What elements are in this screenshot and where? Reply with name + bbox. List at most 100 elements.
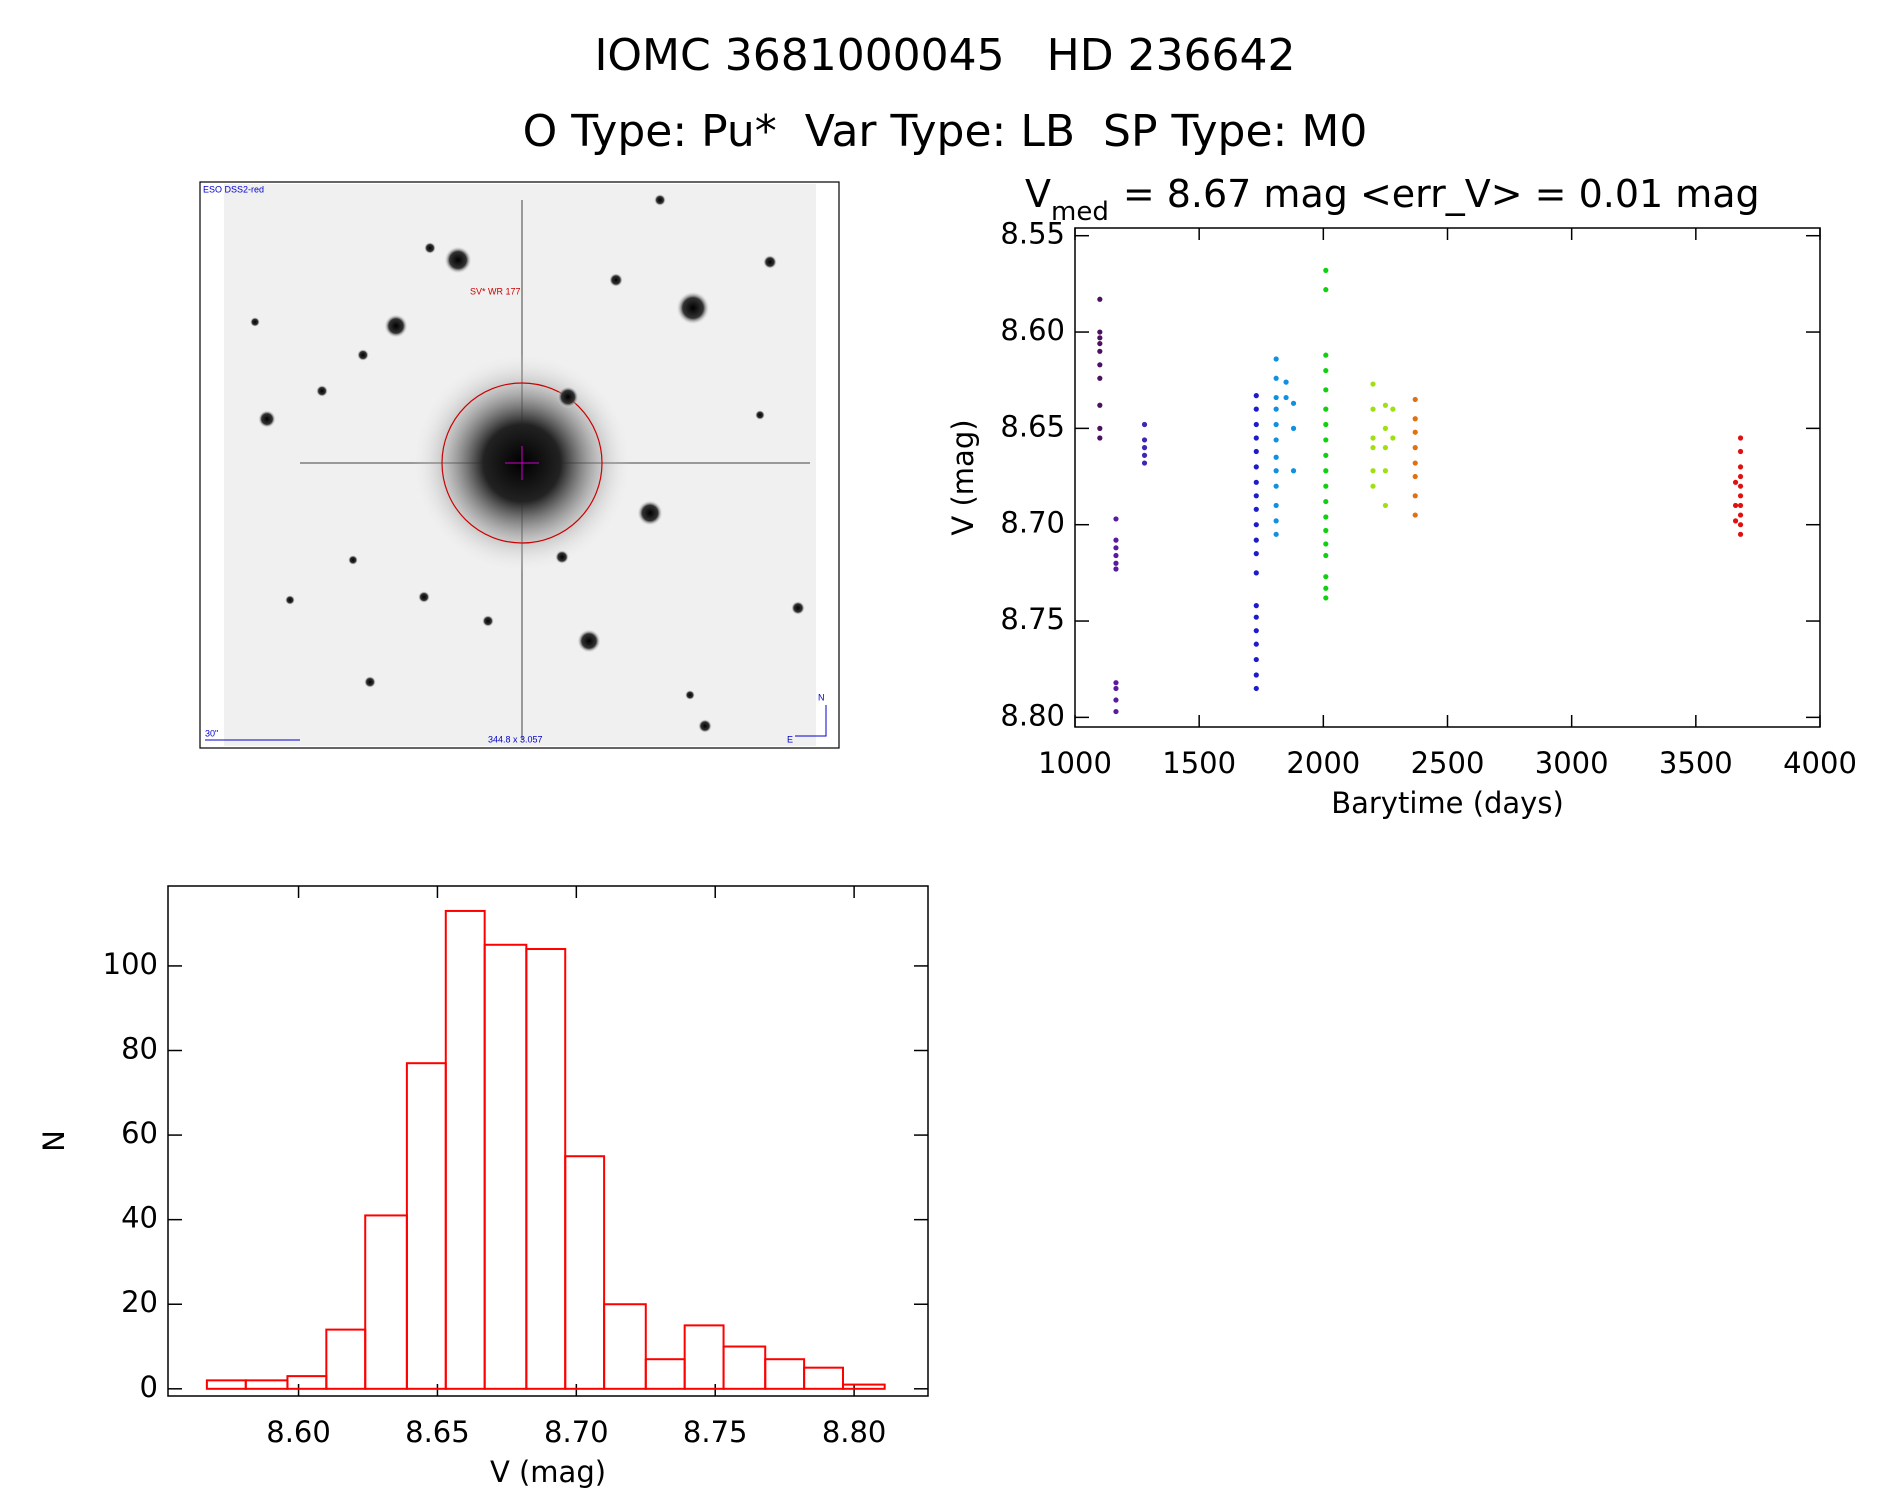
data-point <box>1097 402 1103 408</box>
sky-image: ESO DSS2-red SV* WR 177 30" 344.8 x 3.05… <box>199 181 840 749</box>
data-point <box>1097 340 1103 347</box>
data-point <box>1097 296 1103 302</box>
image-label: SV* WR 177 <box>470 286 521 296</box>
x-tick-label: 2500 <box>1411 746 1485 780</box>
y-tick-label: 80 <box>121 1032 158 1066</box>
plot-frame <box>167 885 929 1397</box>
image-label: N <box>818 692 825 702</box>
data-point <box>1113 685 1119 692</box>
data-point <box>1323 468 1329 474</box>
data-point <box>1097 435 1103 441</box>
data-point <box>1737 448 1744 455</box>
data-point <box>1737 435 1744 441</box>
data-point <box>1113 560 1119 566</box>
x-tick-label: 3000 <box>1535 746 1609 780</box>
plot-title-part: V <box>1025 172 1051 216</box>
data-point <box>1323 287 1329 293</box>
data-point <box>1323 483 1329 489</box>
data-point <box>1382 502 1389 509</box>
plot-title-part: med <box>1051 197 1109 227</box>
data-point <box>1253 421 1259 428</box>
histogram-bar <box>444 909 486 1390</box>
y-axis-label: V (mag) <box>946 419 980 535</box>
data-point <box>1732 479 1739 485</box>
data-point <box>1370 406 1376 412</box>
data-point <box>1390 435 1396 441</box>
data-point <box>1323 527 1329 534</box>
data-point <box>1390 406 1396 412</box>
histogram-bar <box>564 1155 606 1390</box>
data-point <box>1273 531 1279 537</box>
data-point <box>1253 435 1259 441</box>
histogram-bar <box>364 1214 408 1390</box>
data-point <box>1323 595 1329 601</box>
data-point <box>1253 628 1259 634</box>
image-label: E <box>787 734 793 744</box>
data-point <box>1097 375 1103 381</box>
data-point <box>1273 421 1279 428</box>
histogram-bar <box>722 1345 767 1390</box>
data-point <box>1253 506 1259 512</box>
y-tick-label: 8.55 <box>1000 217 1065 251</box>
histogram-bar <box>683 1324 725 1390</box>
data-point <box>1283 379 1289 385</box>
y-tick-label: 40 <box>121 1201 158 1235</box>
x-tick-label: 8.70 <box>544 1415 609 1449</box>
data-point <box>1113 566 1119 572</box>
data-point <box>1412 460 1418 466</box>
image-label: 344.8 x 3.057 <box>488 734 543 744</box>
data-point <box>1323 552 1329 559</box>
data-point <box>1732 518 1739 524</box>
y-tick-label: 8.80 <box>1000 698 1065 732</box>
data-point <box>1370 483 1376 489</box>
data-point <box>1382 468 1389 474</box>
data-point <box>1097 425 1103 431</box>
data-point <box>1323 267 1329 273</box>
data-point <box>1273 375 1279 381</box>
data-point <box>1737 512 1744 518</box>
histogram-bar <box>325 1328 367 1390</box>
y-tick-label: 8.70 <box>1000 506 1065 540</box>
y-tick-label: 8.65 <box>1000 409 1065 443</box>
data-point <box>1412 493 1418 499</box>
data-point <box>1141 437 1148 443</box>
x-tick-label: 2000 <box>1286 746 1360 780</box>
data-point <box>1412 396 1418 403</box>
data-point <box>1253 479 1259 485</box>
plot-title: Vmed = 8.67 mag <err_V> = 0.01 mag <box>1025 172 1760 227</box>
data-point <box>1253 551 1259 557</box>
y-tick-label: 20 <box>121 1285 158 1319</box>
data-point <box>1323 498 1329 505</box>
image-label: ESO DSS2-red <box>203 184 264 194</box>
data-point <box>1382 402 1389 408</box>
title: IOMC 3681000045 HD 236642 <box>594 30 1295 81</box>
data-point <box>1382 445 1389 451</box>
data-point <box>1370 468 1376 474</box>
data-point <box>1290 425 1297 431</box>
data-point <box>1290 400 1297 406</box>
data-point <box>1113 545 1119 551</box>
data-point <box>1382 425 1389 431</box>
data-point <box>1323 541 1329 547</box>
histogram-bar <box>764 1358 806 1390</box>
image-label: 30" <box>205 728 218 738</box>
data-point <box>1273 518 1279 524</box>
data-point <box>1253 641 1259 647</box>
data-point <box>1253 672 1259 678</box>
data-point <box>1273 406 1279 412</box>
y-tick-label: 60 <box>121 1116 158 1150</box>
data-point <box>1323 352 1329 358</box>
y-tick-label: 8.75 <box>1000 602 1065 636</box>
data-point <box>1253 656 1259 663</box>
data-point <box>1253 393 1259 399</box>
y-axis-label: N <box>37 1130 71 1152</box>
data-point <box>1253 537 1259 543</box>
data-point <box>1141 452 1148 458</box>
data-point <box>1737 493 1744 499</box>
data-point <box>1370 435 1376 441</box>
x-tick-label: 8.60 <box>266 1415 331 1449</box>
data-point <box>1097 335 1103 341</box>
data-point <box>1253 522 1259 528</box>
x-tick-label: 8.75 <box>683 1415 748 1449</box>
